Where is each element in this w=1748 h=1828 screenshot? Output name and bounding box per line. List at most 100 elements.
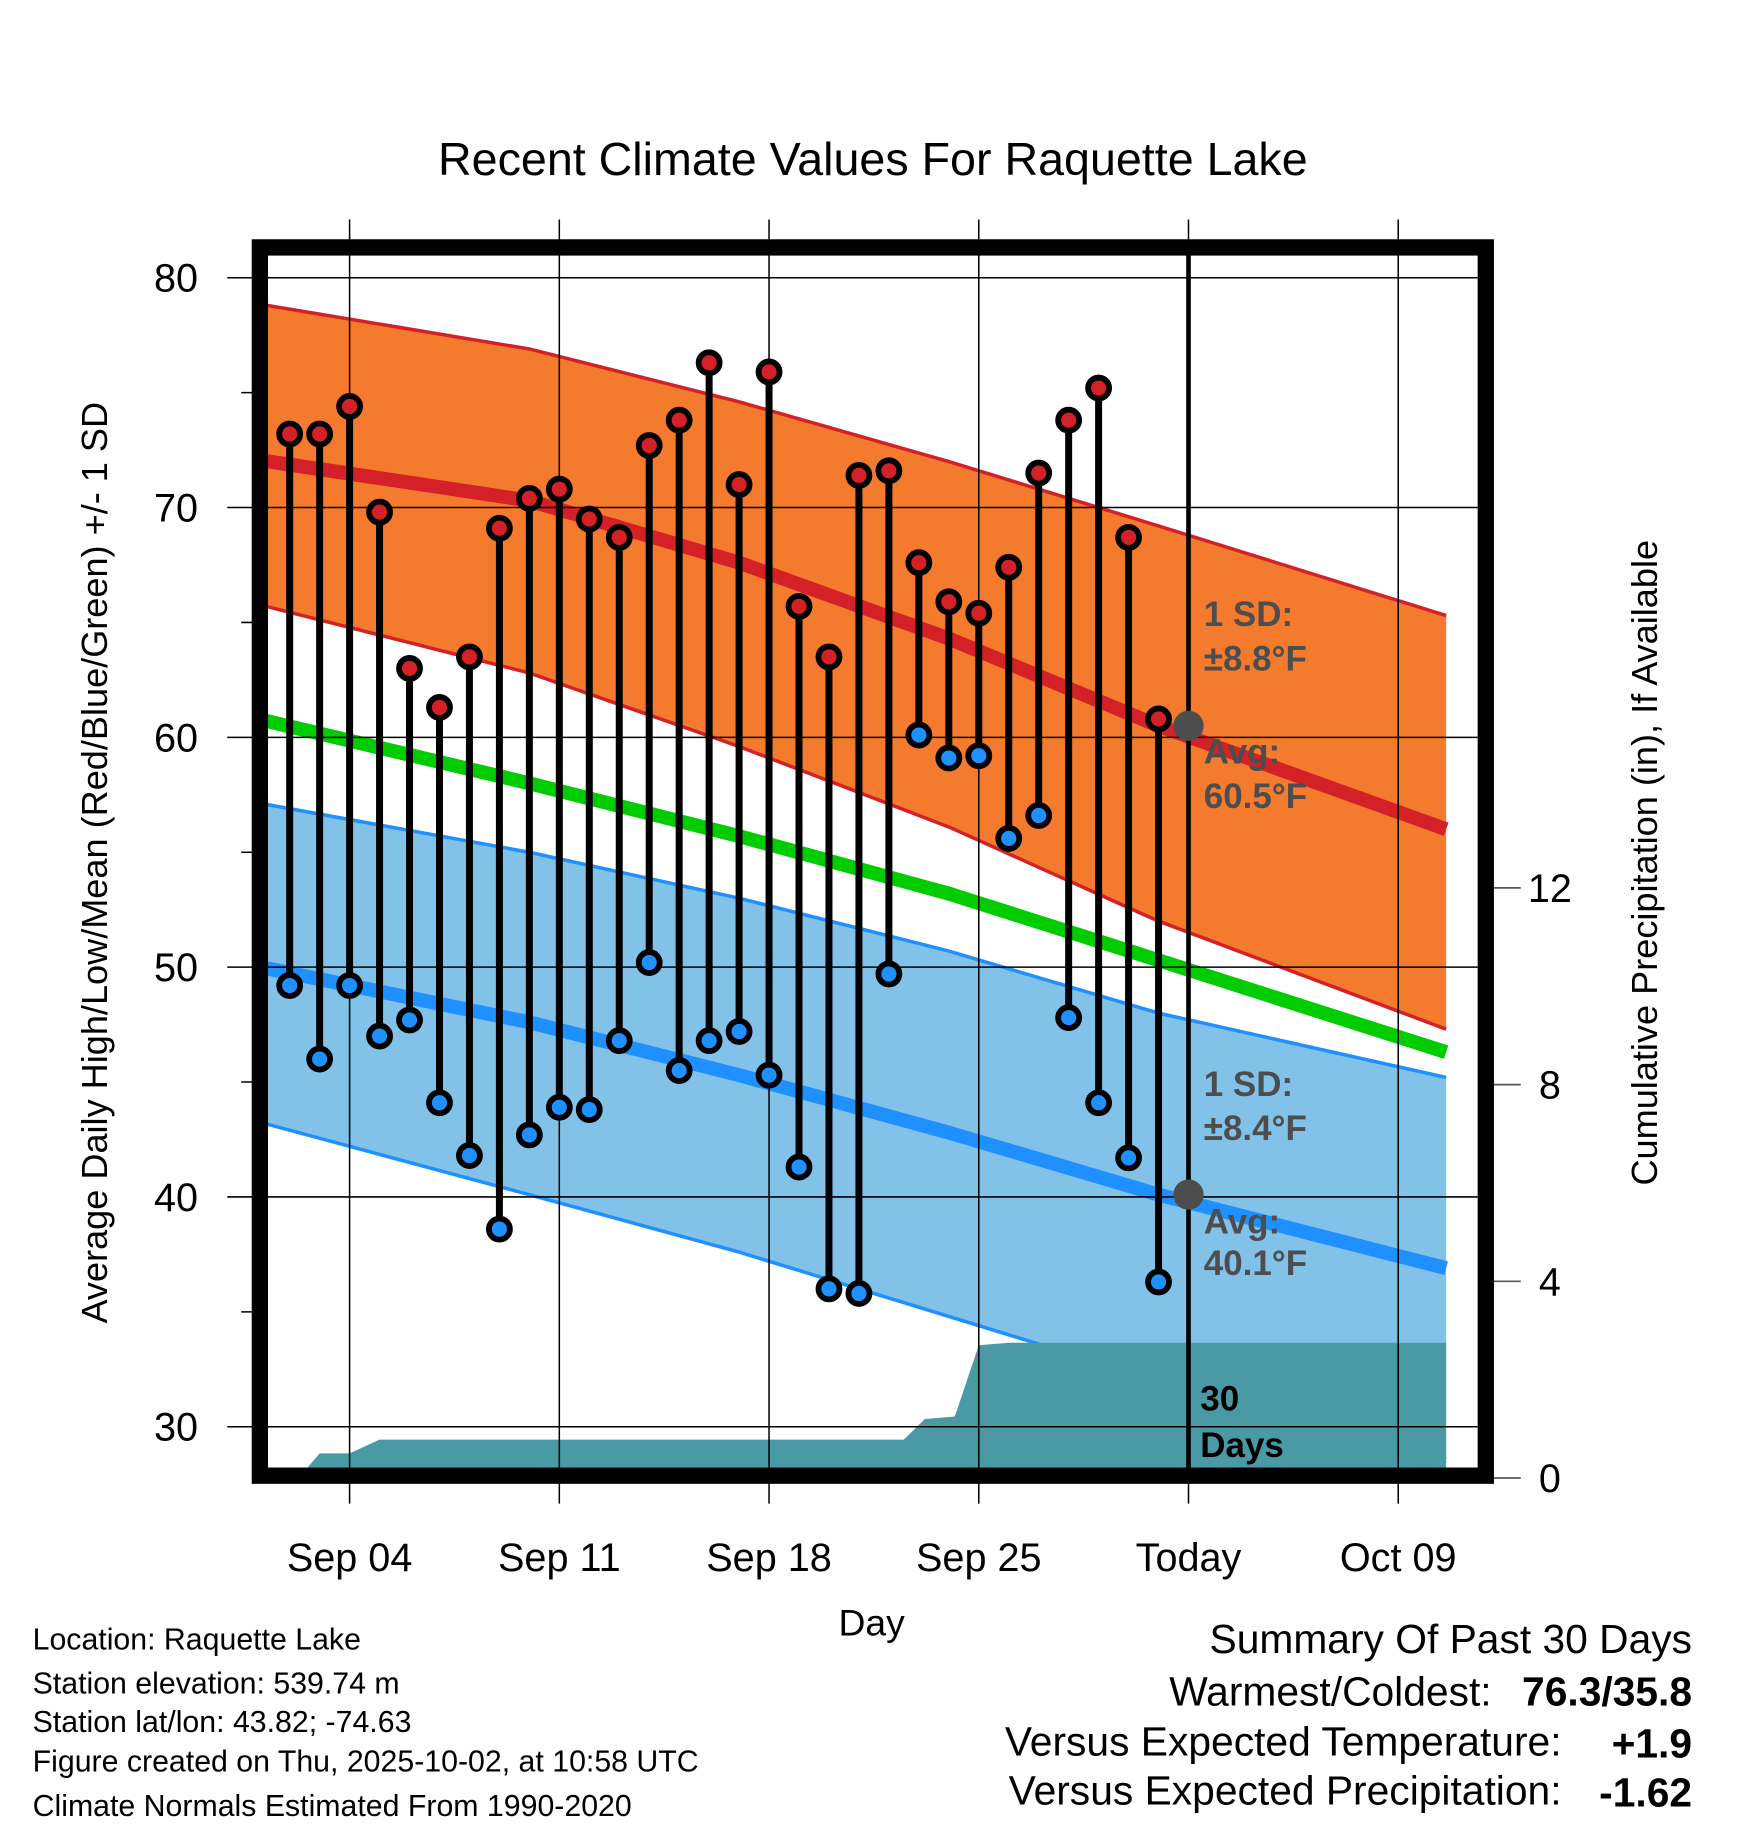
x-tick-label: Sep 18 <box>706 1536 832 1580</box>
high-point <box>575 505 603 533</box>
low-point <box>1085 1089 1113 1117</box>
high-point <box>965 599 993 627</box>
y2-tick-label: 0 <box>1539 1457 1561 1501</box>
low-point <box>426 1089 453 1117</box>
low-point <box>845 1280 873 1307</box>
high-point <box>1025 459 1053 487</box>
low-point <box>336 972 364 999</box>
high-point <box>1055 406 1083 434</box>
low-avg-value: 40.1°F <box>1204 1244 1307 1283</box>
high-avg-label: Avg: <box>1204 733 1280 772</box>
low-point <box>635 949 663 976</box>
low-point <box>306 1045 334 1073</box>
low-point <box>366 1022 393 1050</box>
window-days-unit: Days <box>1200 1426 1284 1465</box>
observation-marks <box>276 254 1204 1472</box>
normal-low-line <box>268 961 1448 1275</box>
y-tick-label: 80 <box>154 257 198 301</box>
high-point <box>1115 524 1142 551</box>
high-point <box>426 694 453 721</box>
low-point <box>575 1096 603 1124</box>
high-point <box>306 420 334 448</box>
x-axis-label: Day <box>839 1601 906 1643</box>
x-tick-label: Sep 11 <box>498 1536 621 1580</box>
y-tick-label: 50 <box>154 946 198 990</box>
high-avg-value: 60.5°F <box>1204 777 1307 816</box>
high-sd-label: 1 SD: <box>1204 595 1293 634</box>
low-point <box>276 972 304 999</box>
normal-high-line <box>268 454 1449 836</box>
footer-created: Figure created on Thu, 2025-10-02, at 10… <box>33 1746 699 1779</box>
precip-area <box>306 1342 1447 1469</box>
x-tick-label: Sep 25 <box>916 1536 1042 1580</box>
high-point <box>815 643 843 671</box>
low-point <box>1115 1144 1142 1172</box>
high-point <box>755 358 783 386</box>
summary-warmest-coldest-label: Warmest/Coldest: <box>1169 1668 1491 1714</box>
y2-axis-label: Cumulative Precipitation (in), If Availa… <box>1624 540 1665 1186</box>
high-point <box>486 514 513 542</box>
low-point <box>875 960 903 988</box>
high-point <box>785 592 813 620</box>
footer-latlon: Station lat/lon: 43.82; -74.63 <box>33 1706 412 1739</box>
summary-title: Summary Of Past 30 Days <box>1210 1616 1693 1662</box>
high-point <box>605 524 633 551</box>
summary-precip-value: -1.62 <box>1599 1770 1692 1816</box>
y-tick-label: 70 <box>154 487 198 531</box>
low-sd-value: ±8.4°F <box>1204 1109 1307 1148</box>
low-point <box>456 1142 483 1169</box>
high-sd-value: ±8.8°F <box>1204 639 1307 678</box>
low-sd-upper-line <box>268 802 1447 1080</box>
low-point <box>486 1215 513 1243</box>
y-tick-label: 30 <box>154 1406 198 1450</box>
y-tick-label: 60 <box>154 716 198 760</box>
high-point <box>545 475 573 503</box>
low-point <box>545 1093 573 1121</box>
low-point <box>665 1057 693 1084</box>
y2-tick-label: 4 <box>1539 1260 1561 1304</box>
low-point <box>695 1027 723 1055</box>
low-point <box>396 1006 423 1034</box>
low-avg-label: Avg: <box>1204 1202 1280 1241</box>
high-point <box>456 643 483 671</box>
low-point <box>1055 1004 1083 1032</box>
y2-tick-label: 12 <box>1528 867 1572 911</box>
high-point <box>905 549 933 577</box>
low-point <box>1145 1268 1172 1296</box>
high-point <box>366 498 393 526</box>
high-point <box>515 484 543 512</box>
plot-frame <box>251 239 1494 1484</box>
high-point <box>695 349 723 377</box>
low-point <box>815 1275 843 1303</box>
window-days-number: 30 <box>1200 1379 1239 1418</box>
high-point <box>665 406 693 434</box>
y-axis-label: Average Daily High/Low/Mean (Red/Blue/Gr… <box>74 402 115 1324</box>
low-point <box>785 1153 813 1181</box>
high-point <box>875 457 903 485</box>
low-point <box>1025 802 1053 829</box>
x-tick-label: Sep 04 <box>287 1536 413 1580</box>
high-point <box>396 654 423 682</box>
low-sd-label: 1 SD: <box>1204 1065 1293 1104</box>
high-point <box>845 461 873 489</box>
high-point <box>1085 374 1113 402</box>
low-point <box>905 721 933 749</box>
x-tick-label: Today <box>1136 1536 1242 1580</box>
low-point <box>995 825 1023 852</box>
low-point <box>935 744 963 772</box>
today-high-avg-marker <box>1173 710 1204 741</box>
x-tick-label: Oct 09 <box>1340 1536 1457 1580</box>
chart-title: Recent Climate Values For Raquette Lake <box>438 133 1308 185</box>
low-point <box>515 1121 543 1149</box>
high-point <box>635 432 663 459</box>
high-point <box>336 393 364 420</box>
y2-tick-label: 8 <box>1539 1064 1561 1108</box>
today-low-avg-marker <box>1173 1179 1204 1210</box>
footer-normals: Climate Normals Estimated From 1990-2020 <box>33 1790 632 1823</box>
low-point <box>605 1027 633 1055</box>
normal-mean-line <box>268 714 1449 1059</box>
summary-temp-value: +1.9 <box>1612 1721 1692 1767</box>
high-point <box>995 553 1023 581</box>
